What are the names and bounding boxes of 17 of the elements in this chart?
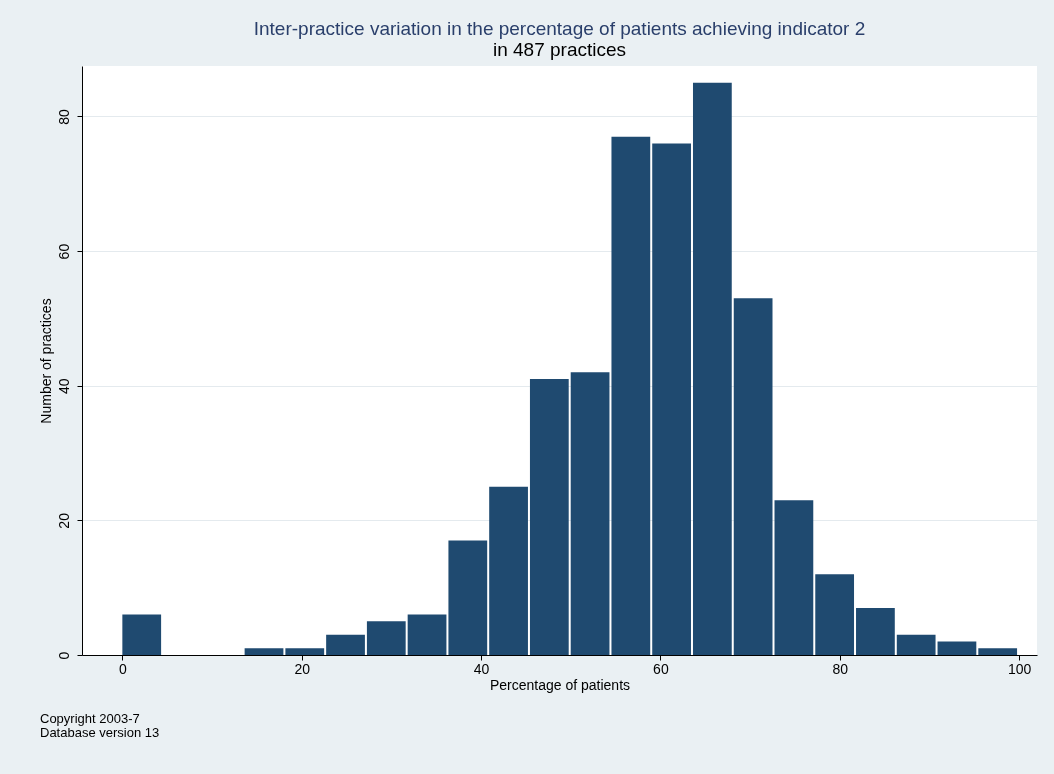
- y-tick-label: 0: [55, 651, 72, 660]
- y-tick-label: 60: [55, 243, 72, 260]
- text: Copyright 2003-7: [40, 711, 141, 726]
- x-tick-label: 60: [653, 660, 669, 677]
- y-axis-title: Number of practices: [37, 298, 54, 424]
- y-tick-label: 80: [55, 108, 72, 125]
- x-tick-label: 40: [473, 660, 490, 677]
- chart-title: Inter-practice variation in the percentage of patients achieving indicator 2: [253, 18, 866, 39]
- x-tick-label: 80: [832, 660, 849, 677]
- chart-subtitle: in 487 practices: [492, 39, 627, 60]
- y-tick-label: 40: [55, 378, 72, 395]
- y-tick-label: 20: [55, 512, 72, 529]
- x-tick-label: 0: [118, 660, 127, 677]
- x-tick-label: 100: [1007, 660, 1032, 677]
- text: Database version 13: [40, 725, 160, 740]
- x-axis-title: Percentage of patients: [489, 676, 631, 693]
- x-tick-label: 20: [294, 660, 311, 677]
